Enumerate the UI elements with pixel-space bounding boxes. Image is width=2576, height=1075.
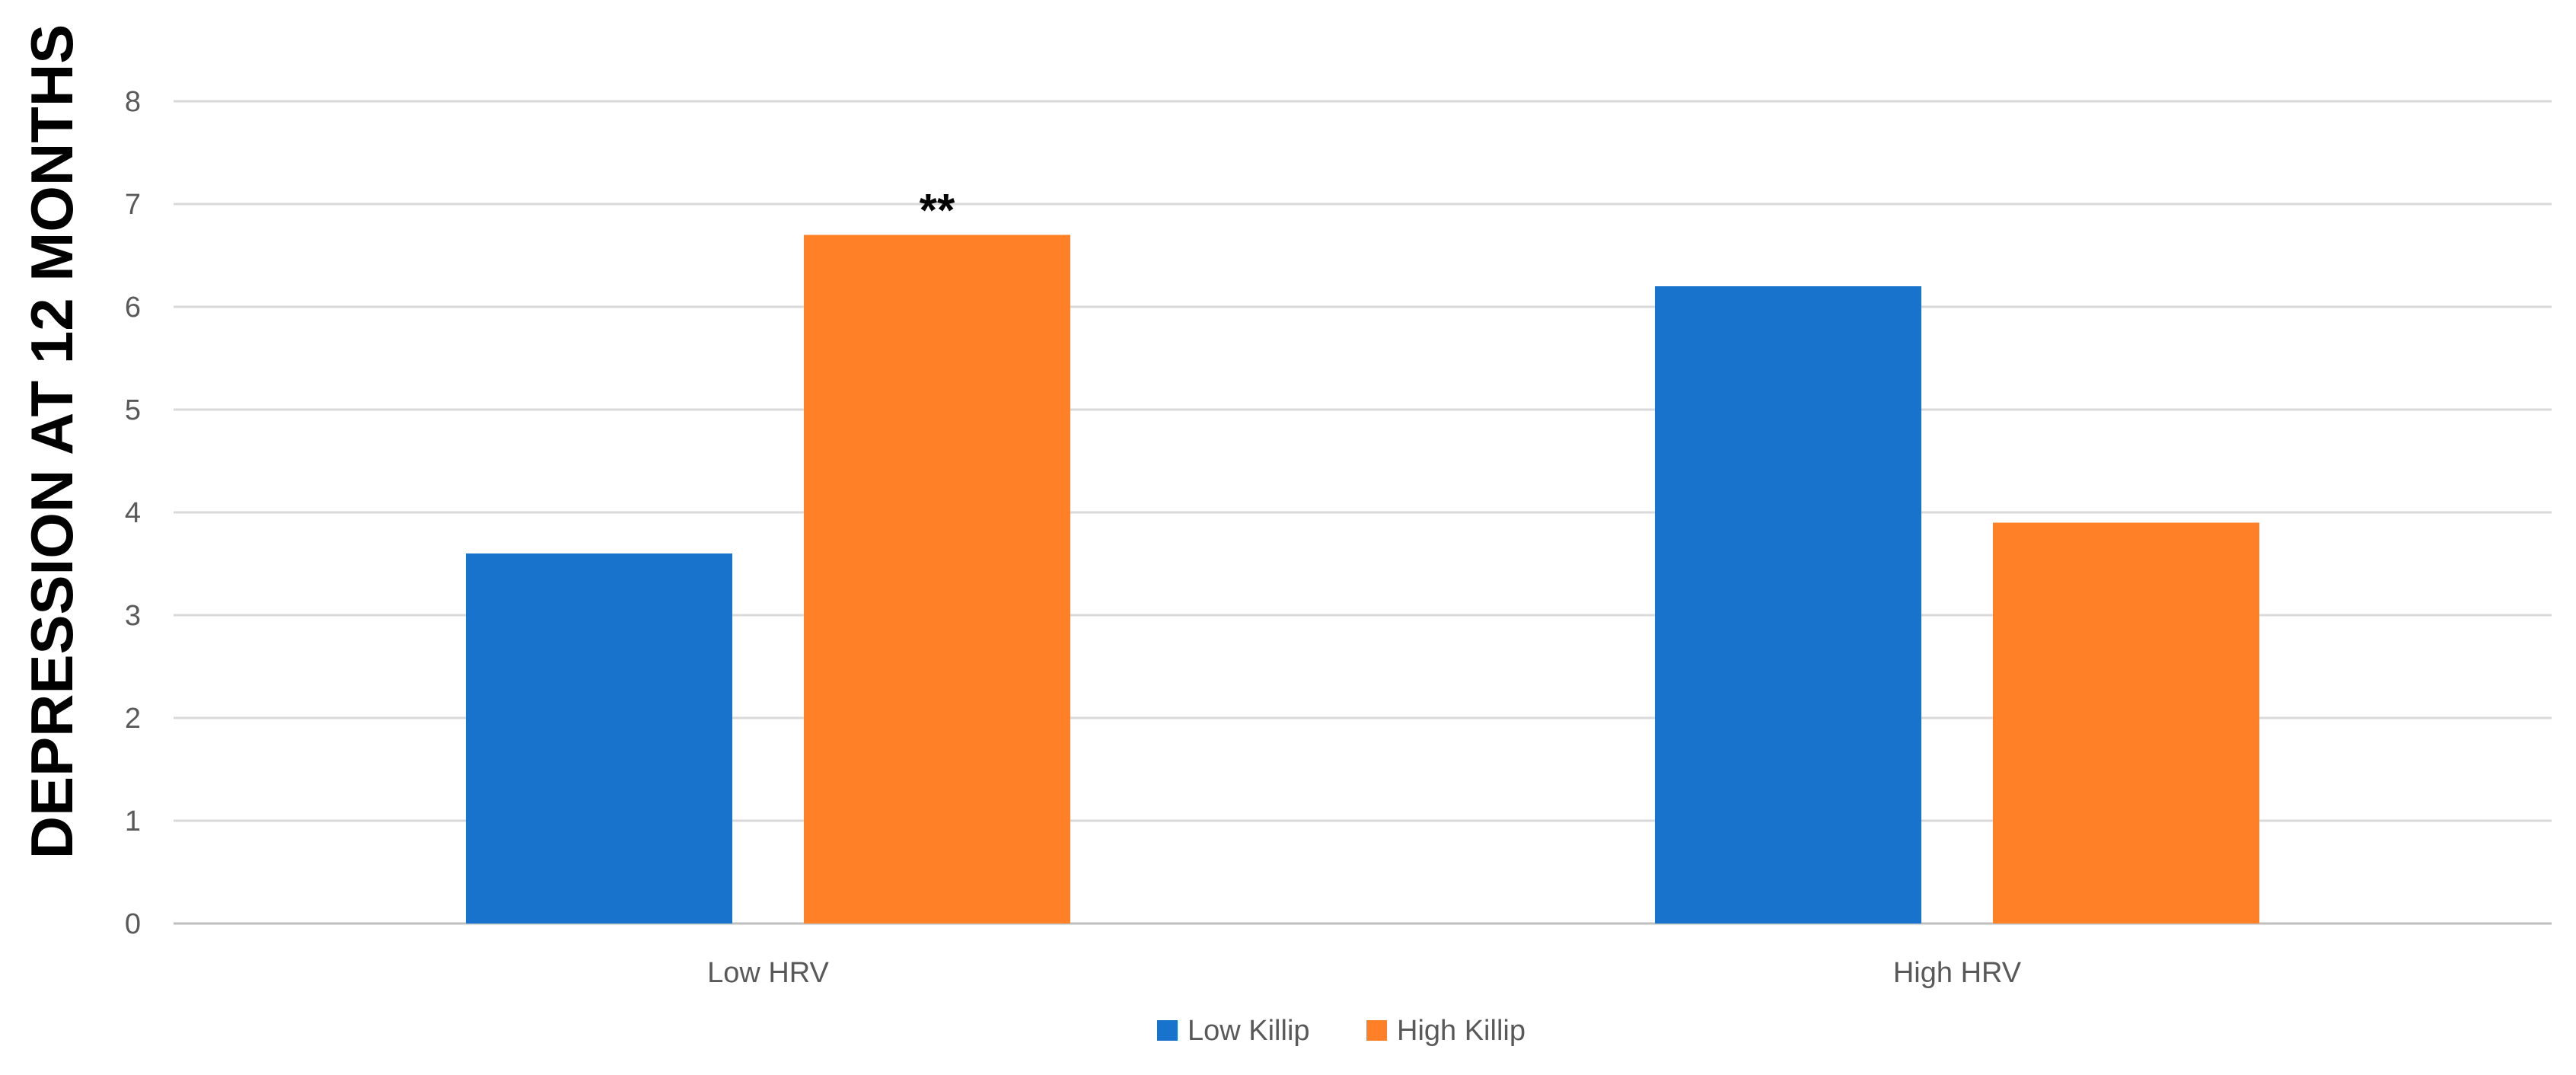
bar: [466, 553, 732, 923]
y-tick-label: 2: [125, 703, 141, 735]
significance-marker: **: [920, 185, 955, 236]
legend-label: High Killip: [1397, 1015, 1526, 1047]
y-axis-title: DEPRESSION AT 12 MONTHS: [18, 24, 85, 860]
y-tick-label: 7: [125, 189, 141, 221]
y-tick-label: 0: [125, 908, 141, 940]
legend-swatch: [1366, 1020, 1387, 1041]
y-tick-label: 1: [125, 805, 141, 837]
y-tick-label: 8: [125, 86, 141, 118]
legend-swatch: [1157, 1020, 1178, 1041]
x-tick-label: High HRV: [1893, 957, 2022, 989]
legend-label: Low Killip: [1188, 1015, 1310, 1047]
bar: [1655, 286, 1921, 923]
y-tick-label: 4: [125, 497, 141, 529]
bar: [804, 234, 1070, 923]
bar: [1993, 522, 2259, 923]
y-tick-label: 5: [125, 394, 141, 426]
x-tick-label: Low HRV: [707, 957, 829, 989]
y-tick-label: 6: [125, 292, 141, 324]
y-tick-label: 3: [125, 600, 141, 632]
